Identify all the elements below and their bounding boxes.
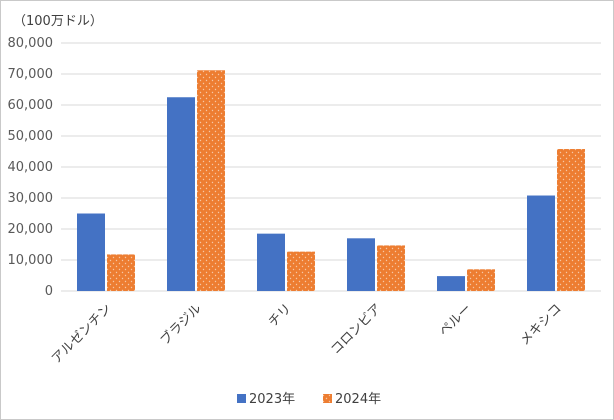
legend-label: 2023年 (249, 392, 295, 407)
legend: 2023年 2024年 (237, 392, 381, 407)
y-tick-label: 70,000 (8, 67, 54, 82)
x-category-label: チリ (266, 301, 295, 330)
bar-series2 (107, 254, 135, 291)
y-tick-label: 0 (45, 284, 53, 299)
x-category-label: ブラジル (157, 301, 205, 349)
bar-series2 (557, 149, 585, 291)
bar-series2 (377, 245, 405, 291)
bar-series2 (467, 269, 495, 291)
y-axis-ticks: 0 10,000 20,000 30,000 40,000 50,000 60,000 70,… (8, 36, 54, 299)
legend-swatch (237, 394, 246, 403)
bar-series1 (437, 276, 465, 291)
y-tick-label: 60,000 (8, 98, 54, 113)
bar-series1 (167, 97, 195, 291)
x-category-label: アルゼンチン (49, 301, 115, 367)
bar-series1 (527, 195, 555, 291)
y-tick-label: 10,000 (8, 253, 54, 268)
legend-swatch (323, 394, 332, 403)
legend-label: 2024年 (335, 392, 381, 407)
y-tick-label: 30,000 (8, 191, 54, 206)
y-tick-label: 80,000 (8, 36, 54, 51)
bar-series2 (287, 251, 315, 291)
y-axis-unit-label: （100万ドル） (13, 14, 103, 29)
bar-series2 (197, 70, 225, 291)
x-category-label: メキシコ (517, 301, 564, 348)
gridlines (61, 42, 601, 292)
y-tick-label: 20,000 (8, 222, 54, 237)
bar-series1 (257, 233, 285, 291)
bar-series1 (77, 213, 105, 291)
bar-series1 (347, 238, 375, 291)
y-tick-label: 50,000 (8, 129, 54, 144)
bars (77, 70, 585, 291)
category-labels: アルゼンチン ブラジル チリ コロンビア ペルー メキシコ (49, 301, 565, 367)
x-category-label: ペルー (437, 301, 475, 339)
x-category-label: コロンビア (328, 301, 385, 358)
y-tick-label: 40,000 (8, 160, 54, 175)
